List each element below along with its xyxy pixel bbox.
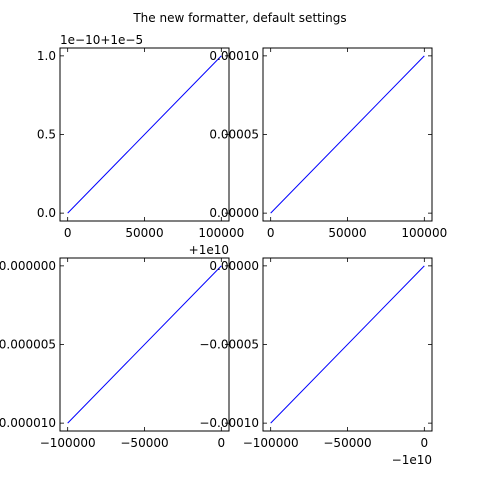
series-line-1 (67, 265, 222, 424)
axes-layer: 0 50000 100000 0.0 0.5 1.0 1e−10+1e−5 0 50000 100… (0, 33, 447, 467)
x-tick-label: 50000 (328, 226, 366, 240)
y-tick-label: 0.00005 (209, 128, 259, 142)
y-tick-label: 0.00010 (209, 49, 259, 63)
x-tick-label: −50000 (120, 436, 168, 450)
y-offset-label: +1e10 (189, 243, 229, 257)
subplot-2: 0 50000 100000 0.00000 0.00005 0.00010 (209, 47, 447, 240)
subplot-1: 0 50000 100000 0.0 0.5 1.0 1e−10+1e−5 (37, 33, 244, 240)
y-tick-label: 1.0 (37, 49, 56, 63)
y-tick-label: 0.00000 (209, 259, 259, 273)
y-tick-label: −0.000000 (0, 259, 56, 273)
series-line-1 (270, 55, 425, 214)
x-tick-label: 100000 (198, 226, 244, 240)
x-tick-label: −100000 (40, 436, 96, 450)
series-line-1 (67, 55, 222, 214)
y-tick-label: −0.00005 (199, 338, 259, 352)
y-tick-label: −0.00010 (199, 416, 259, 430)
x-offset-label: −1e10 (392, 453, 432, 467)
x-tick-label: 0 (267, 226, 275, 240)
y-tick-label: 0.5 (37, 128, 56, 142)
figure-title: The new formatter, default settings (132, 11, 346, 25)
y-tick-label: −0.000010 (0, 416, 56, 430)
x-tick-label: 0 (64, 226, 72, 240)
x-tick-label: 50000 (125, 226, 163, 240)
subplot-3: −100000 −50000 0 −0.000010 −0.000005 −0.00000… (0, 243, 230, 450)
x-tick-label: 100000 (401, 226, 447, 240)
y-tick-label: −0.000005 (0, 338, 56, 352)
x-tick-label: −50000 (323, 436, 371, 450)
y-offset-label: 1e−10+1e−5 (60, 33, 143, 47)
subplot-4: −100000 −50000 0 −0.00010 −0.00005 0.00000 −1e… (199, 257, 433, 467)
y-tick-label: 0.0 (37, 206, 56, 220)
series-line-1 (270, 265, 425, 424)
y-tick-label: 0.00000 (209, 206, 259, 220)
x-tick-label: 0 (420, 436, 428, 450)
x-tick-label: 0 (217, 436, 225, 450)
x-tick-label: −100000 (243, 436, 299, 450)
